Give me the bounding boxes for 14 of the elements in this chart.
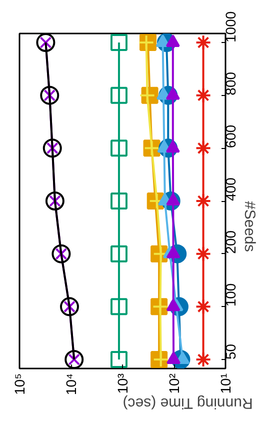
x-tick-label: 10⁵ — [12, 373, 28, 395]
y-tick-label: 600 — [222, 124, 238, 148]
x-tick-label: 10¹ — [218, 373, 234, 394]
y-tick-label: 1000 — [222, 11, 238, 42]
y-axis-title: #Seeds — [241, 201, 258, 252]
y-tick-label: 50 — [222, 344, 238, 360]
y-tick-label: 800 — [222, 72, 238, 96]
x-tick-label: 10⁴ — [63, 373, 79, 396]
x-tick-label: 10³ — [114, 373, 130, 394]
x-tick-label: 10² — [166, 373, 182, 394]
y-tick-label: 100 — [222, 283, 238, 307]
x-axis-title: Running Time (sec) — [122, 394, 253, 412]
y-tick-label: 200 — [222, 230, 238, 254]
y-tick-label: 400 — [222, 177, 238, 201]
